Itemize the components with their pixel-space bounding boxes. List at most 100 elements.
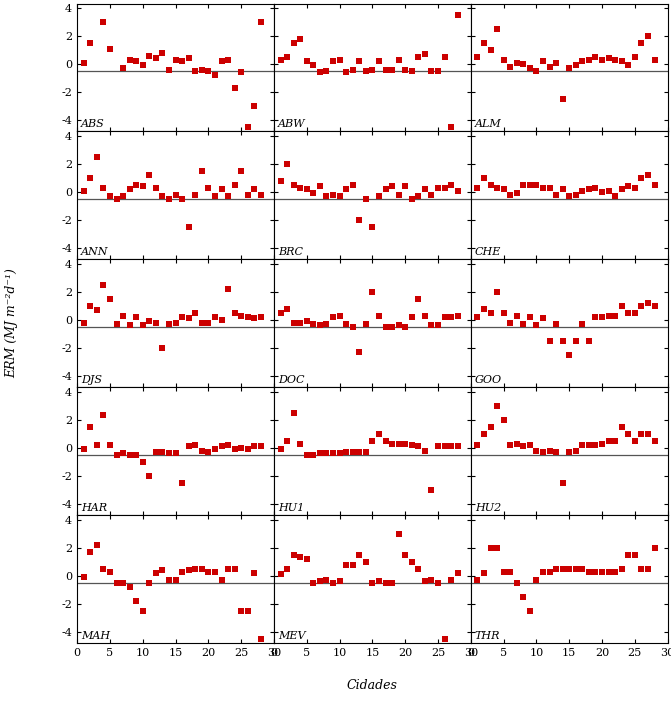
Point: [440, 311, 450, 323]
Point: [525, 311, 535, 323]
Point: [478, 303, 489, 314]
Point: [525, 179, 535, 191]
Point: [617, 56, 627, 67]
Point: [164, 193, 174, 205]
Point: [203, 317, 214, 328]
Point: [256, 633, 266, 645]
Point: [629, 182, 640, 193]
Point: [446, 179, 456, 191]
Point: [525, 439, 535, 451]
Point: [144, 577, 155, 588]
Point: [91, 304, 102, 316]
Point: [301, 183, 312, 195]
Point: [485, 307, 496, 318]
Point: [531, 320, 541, 331]
Point: [256, 441, 266, 452]
Point: [558, 183, 568, 195]
Point: [216, 314, 227, 325]
Point: [419, 183, 430, 195]
Point: [407, 439, 417, 451]
Point: [472, 51, 482, 63]
Point: [367, 286, 378, 297]
Point: [544, 566, 555, 577]
Point: [348, 179, 358, 191]
Point: [301, 56, 312, 67]
Point: [419, 310, 430, 321]
Point: [308, 449, 319, 460]
Point: [315, 320, 325, 331]
Point: [79, 317, 89, 328]
Point: [105, 439, 115, 451]
Point: [197, 317, 207, 328]
Point: [190, 189, 201, 200]
Point: [321, 574, 332, 586]
Point: [111, 318, 122, 330]
Point: [354, 446, 364, 458]
Point: [176, 477, 187, 489]
Point: [223, 54, 234, 65]
Point: [564, 446, 574, 458]
Point: [308, 188, 319, 199]
Point: [623, 307, 633, 318]
Point: [327, 189, 338, 200]
Point: [590, 51, 601, 63]
Point: [433, 182, 444, 193]
Point: [105, 566, 115, 577]
Point: [446, 311, 456, 323]
Point: [505, 566, 515, 577]
Point: [551, 318, 562, 330]
Point: [242, 122, 253, 133]
Point: [558, 477, 568, 489]
Point: [472, 574, 482, 586]
Point: [649, 54, 660, 65]
Point: [400, 64, 411, 75]
Point: [643, 169, 654, 181]
Point: [321, 65, 332, 77]
Point: [590, 311, 601, 323]
Point: [354, 56, 364, 67]
Point: [301, 449, 312, 460]
Point: [216, 441, 227, 452]
Point: [537, 446, 548, 458]
Point: [570, 445, 581, 456]
Point: [282, 158, 293, 169]
Point: [282, 435, 293, 446]
Point: [643, 30, 654, 41]
Point: [636, 300, 647, 311]
Point: [354, 347, 364, 358]
Point: [531, 65, 541, 77]
Point: [236, 165, 246, 176]
Point: [617, 183, 627, 195]
Point: [144, 316, 155, 327]
Point: [157, 47, 168, 58]
Point: [597, 311, 607, 323]
Point: [327, 577, 338, 588]
Point: [289, 317, 299, 328]
Point: [360, 65, 371, 77]
Text: DJS: DJS: [81, 375, 102, 385]
Point: [505, 61, 515, 72]
Point: [603, 566, 614, 577]
Point: [275, 175, 286, 186]
Point: [440, 633, 450, 645]
Point: [426, 484, 437, 496]
Point: [629, 51, 640, 63]
Point: [236, 310, 246, 321]
Point: [478, 567, 489, 579]
Point: [433, 577, 444, 588]
Point: [440, 51, 450, 63]
Point: [91, 151, 102, 162]
Point: [105, 43, 115, 54]
Point: [321, 318, 332, 330]
Point: [301, 553, 312, 565]
Point: [348, 559, 358, 570]
Point: [275, 569, 286, 580]
Point: [131, 179, 142, 191]
Point: [518, 58, 529, 70]
Point: [617, 300, 627, 311]
Point: [117, 63, 128, 74]
Point: [426, 189, 437, 200]
Point: [197, 445, 207, 456]
Point: [275, 54, 286, 65]
Point: [157, 446, 168, 458]
